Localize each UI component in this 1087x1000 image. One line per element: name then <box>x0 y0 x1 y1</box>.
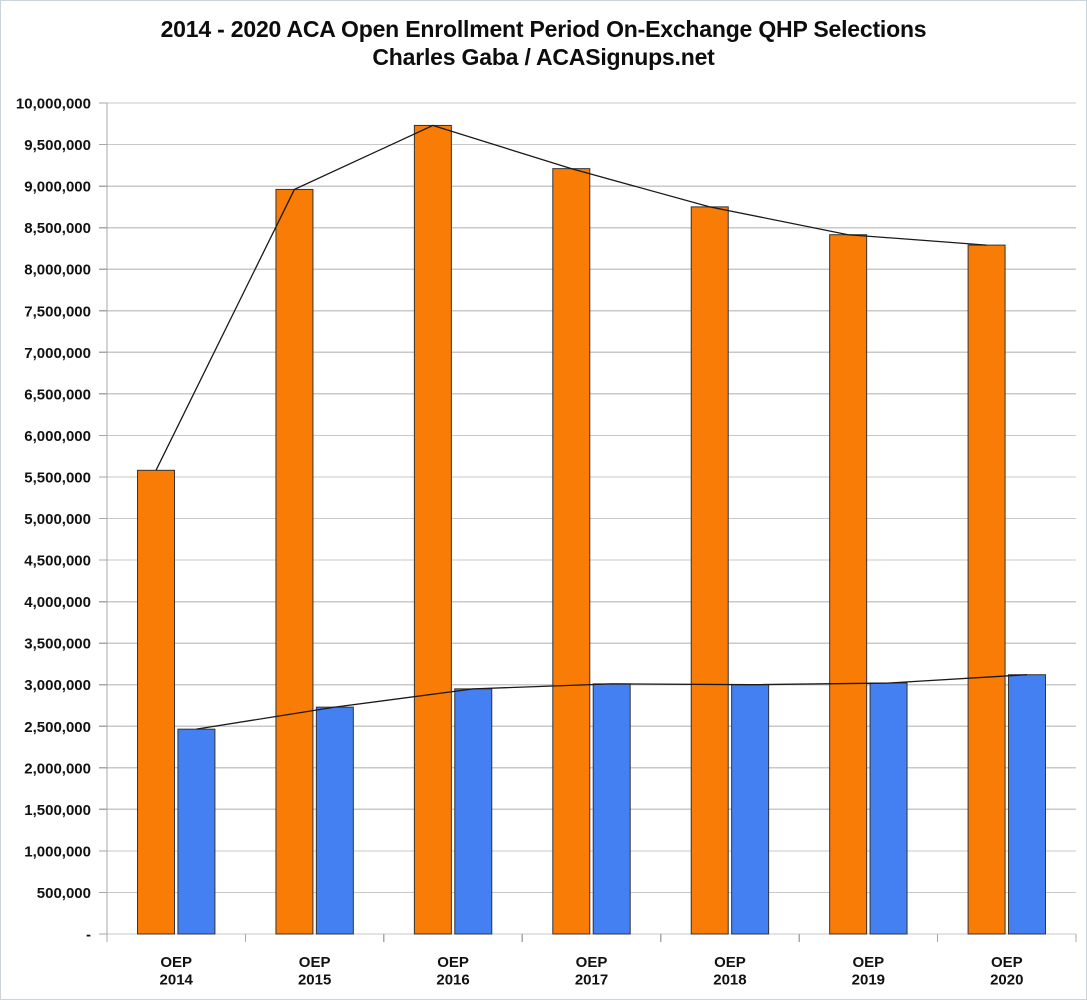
y-tick-label: 8,000,000 <box>24 262 91 279</box>
y-tick-label: 9,000,000 <box>24 179 91 196</box>
bar-blue-2014 <box>177 728 216 935</box>
bar-blue-2019 <box>869 682 908 935</box>
y-tick-label: 5,000,000 <box>24 511 91 528</box>
x-label-year: 2015 <box>298 972 331 989</box>
y-tick-label: 10,000,000 <box>16 96 91 113</box>
y-tick-label: 500,000 <box>37 885 91 902</box>
y-tick-label: 5,500,000 <box>24 469 91 486</box>
bar-orange-2017 <box>552 168 591 935</box>
x-label-year: 2018 <box>713 972 746 989</box>
x-label-prefix: OEP <box>576 954 608 971</box>
x-label-prefix: OEP <box>991 954 1023 971</box>
y-tick-label: 7,000,000 <box>24 345 91 362</box>
x-label-prefix: OEP <box>437 954 469 971</box>
x-label-year: 2016 <box>436 972 469 989</box>
y-tick-label: 2,000,000 <box>24 760 91 777</box>
bar-orange-2019 <box>829 234 868 935</box>
trend-line-orange <box>155 124 987 471</box>
bar-orange-2014 <box>137 469 176 935</box>
x-label-year: 2019 <box>852 972 885 989</box>
bar-orange-2016 <box>413 124 452 935</box>
bar-blue-2020 <box>1007 674 1046 935</box>
y-tick-label: 6,500,000 <box>24 386 91 403</box>
bar-orange-2018 <box>690 206 729 935</box>
bar-blue-2017 <box>592 683 631 935</box>
y-tick-label: 2,500,000 <box>24 719 91 736</box>
y-tick-label: 4,500,000 <box>24 553 91 570</box>
bar-blue-2016 <box>454 688 493 935</box>
y-tick-label: 3,000,000 <box>24 677 91 694</box>
bar-orange-2015 <box>275 188 314 935</box>
chart-title: 2014 - 2020 ACA Open Enrollment Period O… <box>160 16 927 42</box>
x-label-prefix: OEP <box>160 954 192 971</box>
x-label-prefix: OEP <box>714 954 746 971</box>
y-tick-label: 4,000,000 <box>24 594 91 611</box>
y-tick-label: 1,000,000 <box>24 843 91 860</box>
y-tick-label: 7,500,000 <box>24 303 91 320</box>
y-tick-label: 3,500,000 <box>24 636 91 653</box>
chart-subtitle: Charles Gaba / ACASignups.net <box>372 44 715 70</box>
y-tick-label: 1,500,000 <box>24 802 91 819</box>
y-tick-label: 9,500,000 <box>24 137 91 154</box>
chart-title-block: 2014 - 2020 ACA Open Enrollment Period O… <box>1 15 1086 71</box>
x-label-year: 2017 <box>575 972 608 989</box>
bar-blue-2018 <box>731 684 770 935</box>
y-tick-label: - <box>86 927 91 944</box>
bar-blue-2015 <box>315 706 354 935</box>
y-tick-label: 6,000,000 <box>24 428 91 445</box>
trend-line-blue <box>196 674 1028 730</box>
x-label-year: 2020 <box>990 972 1023 989</box>
x-label-prefix: OEP <box>299 954 331 971</box>
bar-orange-2020 <box>967 244 1006 935</box>
y-tick-label: 8,500,000 <box>24 220 91 237</box>
x-label-year: 2014 <box>160 972 194 989</box>
x-label-prefix: OEP <box>853 954 885 971</box>
